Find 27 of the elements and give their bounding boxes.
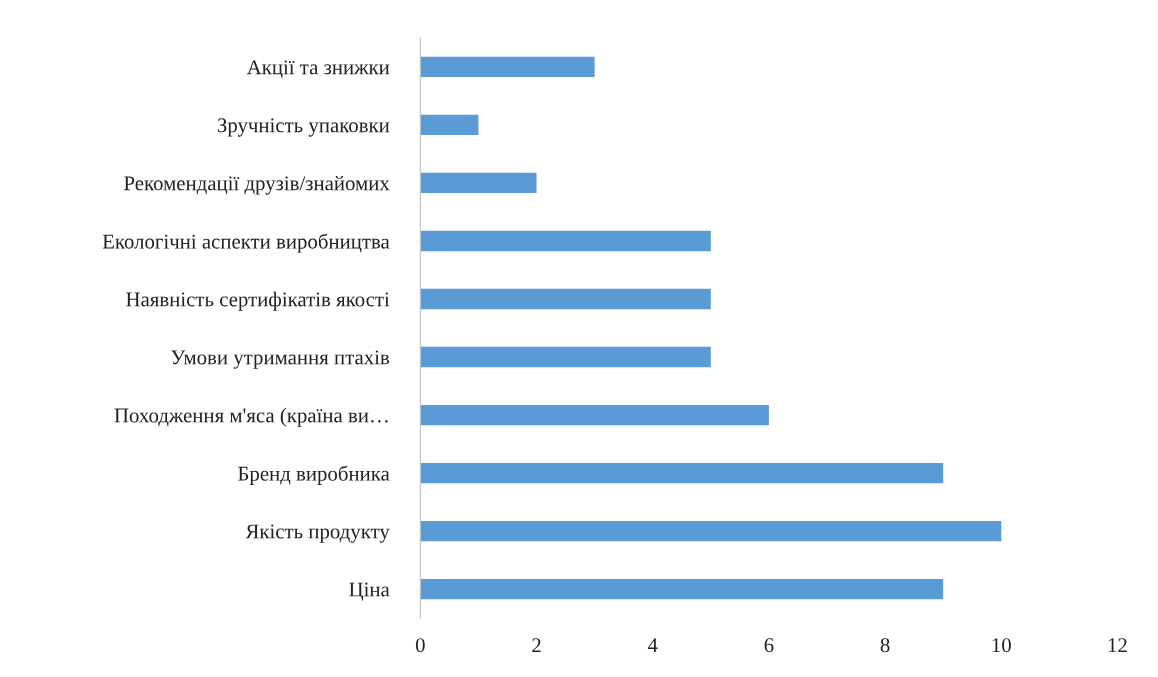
x-tick-label: 8 — [880, 638, 890, 653]
y-tick-label: Рекомендації друзів/знайомих — [124, 175, 390, 195]
bar — [420, 520, 1002, 542]
x-tick-label: 2 — [532, 638, 541, 652]
bar — [420, 462, 944, 484]
y-tick-label: Акції та знижки — [246, 60, 390, 79]
bar — [420, 56, 595, 78]
x-tick-label: 10 — [992, 638, 1011, 653]
bar — [420, 404, 769, 426]
bar — [420, 172, 537, 194]
y-tick-label: Наявність сертифікатів якості — [126, 291, 390, 311]
bar — [420, 114, 479, 136]
x-tick-label: 6 — [764, 638, 774, 653]
x-tick-label: 4 — [647, 638, 658, 652]
y-tick-label: Якість продукту — [245, 524, 390, 543]
y-tick-label: Походження м'яса (країна ви… — [114, 407, 388, 427]
y-tick-label: Бренд виробника — [238, 465, 390, 485]
bar — [420, 288, 711, 310]
bar — [420, 578, 944, 600]
x-tick-label: 0 — [415, 638, 425, 653]
y-tick-label: Ціна — [349, 582, 390, 601]
y-tick-label: Умови утримання птахів — [171, 350, 390, 369]
x-tick-label: 12 — [1108, 638, 1127, 652]
y-tick-label: Зручність упаковки — [217, 118, 390, 137]
bar — [420, 230, 711, 252]
y-tick-label: Екологічні аспекти виробництва — [102, 233, 390, 253]
bar — [420, 346, 711, 368]
